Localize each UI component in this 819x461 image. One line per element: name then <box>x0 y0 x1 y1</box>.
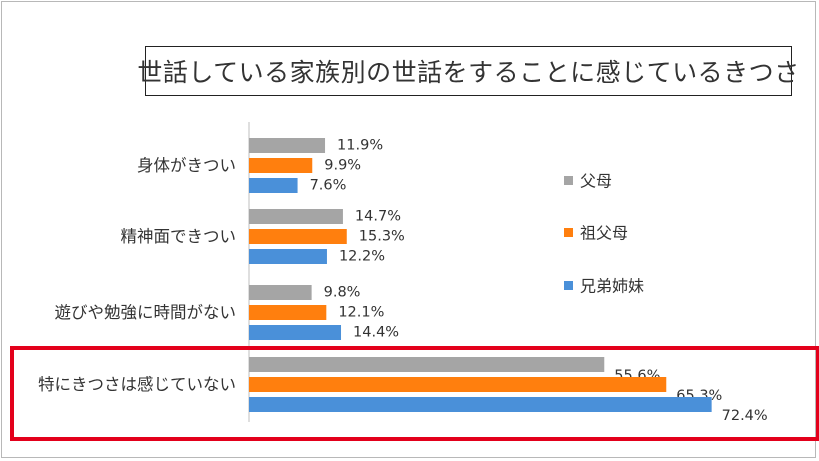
bar <box>249 305 327 320</box>
highlight-box <box>10 346 819 441</box>
data-label: 15.3% <box>359 229 405 245</box>
category-label: 身体がきつい <box>137 156 236 175</box>
bar <box>249 138 326 153</box>
bar <box>249 285 312 300</box>
category-label: 特にきつさは感じていない <box>38 375 236 394</box>
bar <box>249 209 343 224</box>
data-label: 14.7% <box>355 209 401 225</box>
legend-label: 父母 <box>580 172 612 191</box>
data-label: 11.9% <box>337 138 383 154</box>
bar <box>249 249 327 264</box>
legend-swatch <box>564 281 573 290</box>
legend-swatch <box>564 228 573 237</box>
bar <box>249 377 667 392</box>
bar <box>249 325 342 340</box>
bar <box>249 178 298 193</box>
data-label: 7.6% <box>310 178 347 194</box>
data-label: 12.2% <box>339 249 385 265</box>
category-label: 遊びや勉強に時間がない <box>55 303 237 322</box>
data-label: 72.4% <box>722 408 768 424</box>
data-label: 14.4% <box>353 325 399 341</box>
legend-label: 兄弟姉妹 <box>580 277 644 296</box>
chart-title: 世話している家族別の世話をすることに感じているきつさ <box>137 46 799 96</box>
data-label: 9.9% <box>324 158 361 174</box>
legend-label: 祖父母 <box>580 224 628 243</box>
bar <box>249 158 313 173</box>
data-label: 9.8% <box>324 285 361 301</box>
category-label: 精神面できつい <box>121 227 237 246</box>
data-label: 12.1% <box>338 305 384 321</box>
bar <box>249 357 605 372</box>
bar <box>249 397 712 412</box>
legend-swatch <box>564 176 573 185</box>
bar <box>249 229 347 244</box>
